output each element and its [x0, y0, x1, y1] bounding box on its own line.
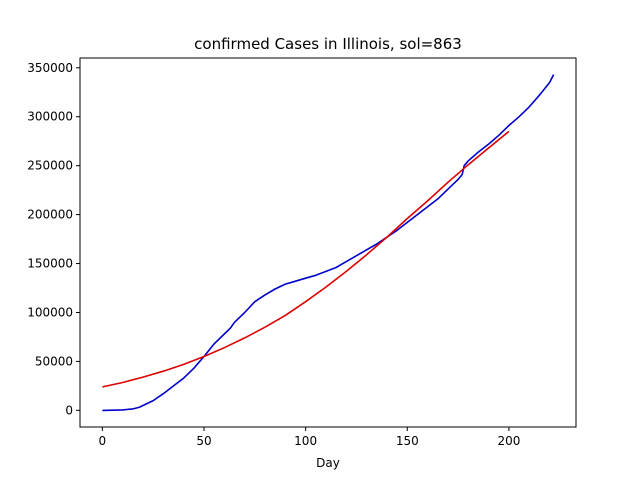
y-tick-label: 300000	[27, 110, 73, 124]
y-axis-ticks: 0 50000 100000 150000 200000 250000 300000 3500…	[27, 61, 80, 417]
x-tick-label: 200	[497, 434, 520, 448]
chart-title: confirmed Cases in Illinois, sol=863	[194, 35, 462, 53]
y-tick-label: 100000	[27, 305, 73, 319]
plot-area-frame	[79, 57, 577, 428]
y-tick-label: 0	[65, 403, 73, 417]
x-tick-label: 150	[396, 434, 419, 448]
x-axis-ticks: 0 50 100 150 200	[99, 427, 520, 448]
x-tick-label: 0	[99, 434, 107, 448]
y-tick-label: 200000	[27, 208, 73, 222]
x-tick-label: 50	[196, 434, 211, 448]
series-line-2	[102, 130, 510, 388]
x-axis-label: Day	[316, 456, 340, 470]
series-line-1	[102, 74, 555, 412]
y-tick-label: 150000	[27, 257, 73, 271]
y-tick-label: 350000	[27, 61, 73, 75]
series-layer	[102, 74, 555, 412]
x-tick-label: 100	[294, 434, 317, 448]
y-tick-label: 250000	[27, 159, 73, 173]
y-tick-label: 50000	[35, 354, 73, 368]
